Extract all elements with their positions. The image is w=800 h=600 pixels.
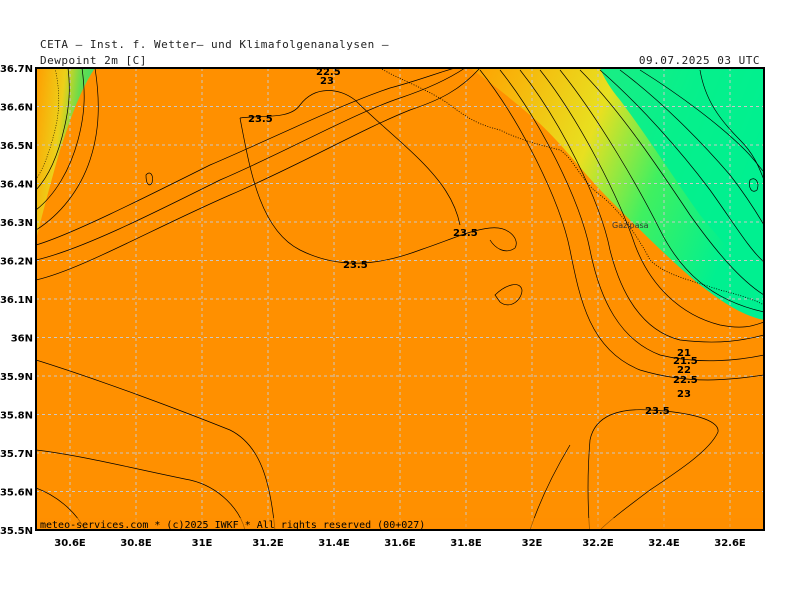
contour-label-23-5-center: 23.5	[453, 228, 478, 239]
contour-label-22: 22	[677, 365, 691, 376]
contour-label-23-top: 23	[320, 76, 334, 87]
lon-tick-label: 31.2E	[252, 538, 284, 549]
ne-green-core	[600, 68, 764, 275]
contour-label-21-5: 21.5	[673, 356, 698, 367]
footer-credit: meteo-services.com * (c)2025 IWKF * All …	[40, 520, 425, 531]
contour-label-21: 21	[677, 348, 691, 359]
lat-tick-label: 36.5N	[0, 141, 33, 152]
lat-tick-label: 36N	[11, 334, 33, 345]
contour-label-23-5-south: 23.5	[343, 260, 368, 271]
header-valid-time: 09.07.2025 03 UTC	[638, 54, 760, 67]
lon-tick-label: 32.2E	[582, 538, 614, 549]
lat-tick-label: 36.2N	[0, 257, 33, 268]
contour-label-23: 23	[677, 389, 691, 400]
lon-tick-label: 31.4E	[318, 538, 350, 549]
west-gradient-region	[36, 68, 95, 240]
lat-tick-label: 36.4N	[0, 180, 33, 191]
contour-label-23-5-se: 23.5	[645, 406, 670, 417]
header-source: CETA — Inst. f. Wetter— und Klimafolgena…	[40, 38, 390, 51]
lon-tick-label: 32.6E	[714, 538, 746, 549]
lat-tick-label: 36.3N	[0, 218, 33, 229]
grid	[36, 68, 764, 530]
contour-label-23-5-nw: 23.5	[248, 114, 273, 125]
place-label-gazipasa: Gazipasa	[612, 221, 649, 230]
header-variable: Dewpoint 2m [C]	[40, 54, 147, 67]
lon-tick-label: 30.8E	[120, 538, 152, 549]
contour-labels: 22.5 23 23.5 23.5 23.5 23.5 21 21.5 22 2…	[248, 67, 698, 417]
lat-tick-label: 35.9N	[0, 372, 33, 383]
lon-tick-label: 31.8E	[450, 538, 482, 549]
lat-axis: 36.7N 36.6N 36.5N 36.4N 36.3N 36.2N 36.1N 36N 35…	[0, 64, 33, 537]
lat-tick-label: 35.6N	[0, 488, 33, 499]
lon-tick-label: 31.6E	[384, 538, 416, 549]
lon-tick-label: 31E	[192, 538, 213, 549]
lon-tick-label: 30.6E	[54, 538, 86, 549]
lon-tick-label: 32E	[522, 538, 543, 549]
contour-label-22-5: 22.5	[673, 375, 698, 386]
contour-label-22-5-top: 22.5	[316, 67, 341, 78]
contours	[36, 68, 764, 530]
plot-frame	[35, 67, 765, 531]
lon-axis: 30.6E 30.8E 31E 31.2E 31.4E 31.6E 31.8E 32E 32.2…	[54, 538, 746, 549]
lat-tick-label: 35.5N	[0, 526, 33, 537]
lat-tick-label: 35.8N	[0, 411, 33, 422]
lat-tick-label: 35.7N	[0, 449, 33, 460]
lat-tick-label: 36.6N	[0, 103, 33, 114]
lat-tick-label: 36.7N	[0, 64, 33, 75]
lon-tick-label: 32.4E	[648, 538, 680, 549]
coastline	[379, 68, 764, 306]
lat-tick-label: 36.1N	[0, 295, 33, 306]
